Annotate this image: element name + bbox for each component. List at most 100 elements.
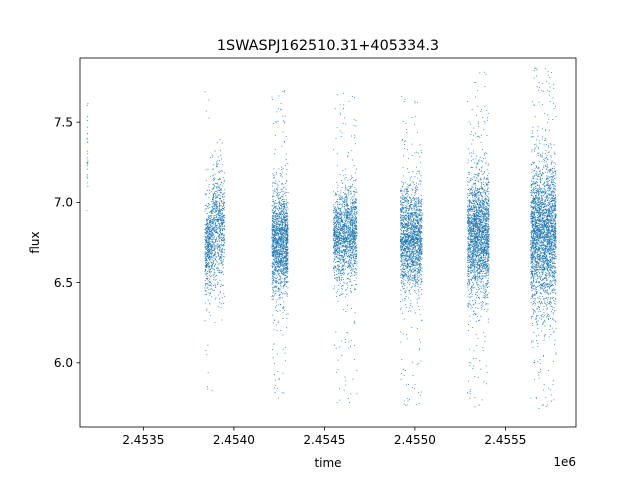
data-point [223,234,225,236]
data-point [211,228,213,230]
data-point [219,226,221,228]
data-point [280,204,281,206]
data-point [271,277,273,279]
data-point [273,261,275,263]
data-point [337,266,339,268]
data-point [352,222,354,224]
data-point [217,306,219,308]
data-point [274,219,276,221]
data-point [341,230,343,232]
data-point [350,206,352,208]
data-point [418,294,420,296]
data-point [346,293,348,295]
data-point [208,253,210,255]
data-point [275,286,277,288]
data-point [337,238,339,240]
data-point [340,269,342,271]
data-point [349,234,351,236]
data-point [215,199,217,201]
data-point [213,260,215,262]
data-point [339,246,341,248]
data-point [279,221,281,223]
data-point [284,360,286,362]
data-point [222,185,224,187]
data-point [204,270,206,272]
data-point [339,278,341,280]
data-point [402,267,404,269]
data-point [208,281,210,283]
data-point [281,206,283,208]
data-point [340,279,342,281]
data-point [345,310,347,312]
data-point [215,202,217,204]
data-point [276,324,278,326]
data-point [354,258,356,260]
data-point [355,168,357,170]
data-point [217,189,219,191]
data-point [279,236,281,238]
data-point [334,258,336,260]
data-point [339,295,341,297]
data-point [336,211,338,213]
data-point [346,304,348,306]
data-point [222,224,224,226]
data-point [217,245,219,247]
data-point [336,216,338,218]
data-point [346,245,348,247]
data-point [222,234,224,236]
data-point [278,232,280,234]
data-point [272,234,274,236]
data-point [345,174,347,176]
data-point [216,215,218,217]
data-point [285,270,287,272]
data-point [418,244,420,246]
data-point [354,234,356,236]
data-point [418,276,420,278]
data-point [281,182,283,184]
data-point [339,217,341,219]
data-point [219,241,221,243]
data-point [344,212,346,213]
data-point [275,245,277,247]
data-point [352,207,354,209]
data-point [272,276,274,278]
data-point [341,219,343,221]
data-point [342,255,344,257]
data-point [344,215,346,217]
data-point [336,261,338,263]
data-point [344,251,346,253]
data-point [280,262,282,264]
data-point [339,271,341,273]
data-point [282,248,284,250]
data-point [343,278,345,280]
data-point [356,269,358,271]
data-point [273,195,275,197]
data-point [281,168,283,170]
data-point [273,343,275,345]
data-point [276,330,278,332]
data-point [287,287,289,289]
data-point [281,229,283,231]
data-point [277,219,279,221]
data-point [285,227,287,229]
data-point [275,234,277,236]
data-point [336,254,338,256]
data-point [211,251,213,253]
data-point [219,234,221,236]
data-point [219,211,221,213]
data-point [348,232,350,234]
data-point [220,257,222,259]
data-point [280,240,282,242]
data-point [348,100,350,102]
data-point [274,254,276,256]
data-point [207,372,209,374]
data-point [344,232,346,234]
data-point [414,264,416,266]
data-point [287,259,289,261]
data-point [353,194,355,196]
data-point [347,222,349,224]
data-point [287,162,289,164]
data-point [212,211,214,213]
data-point [277,271,279,273]
data-point [271,96,273,98]
